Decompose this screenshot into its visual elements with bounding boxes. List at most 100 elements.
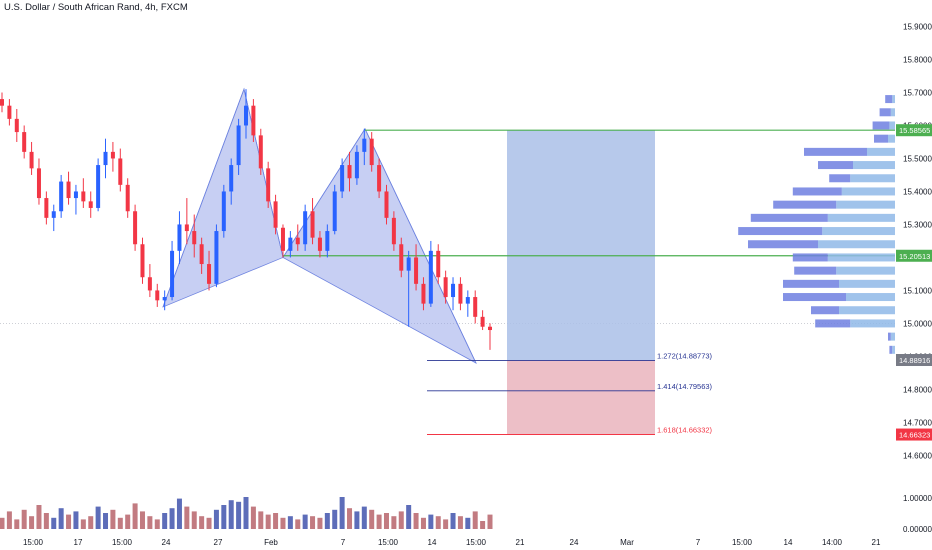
volume-bar [310, 516, 316, 529]
candle-body [36, 168, 41, 199]
volume-profile-bar [888, 134, 895, 143]
candle-body [280, 227, 285, 251]
volume-bar [206, 517, 212, 529]
volume-bar [376, 514, 382, 529]
candle-body [81, 191, 86, 202]
volume-profile-bar [792, 253, 828, 262]
volume-bar [465, 517, 471, 529]
volume-profile-bar [867, 147, 895, 156]
volume-bar [265, 514, 271, 529]
volume-profile-bar [829, 174, 851, 183]
volume-bar [391, 516, 397, 529]
x-tick-label: Feb [264, 538, 278, 547]
volume-profile-bar [850, 319, 895, 328]
volume-bar [295, 519, 301, 529]
volume-bar [51, 517, 57, 529]
volume-bar [103, 513, 109, 529]
y-tick-label: 15.30000 [903, 220, 932, 229]
volume-bar [162, 513, 168, 529]
candle-body [458, 283, 463, 304]
volume-bar [413, 513, 419, 529]
volume-profile-bar [818, 240, 895, 249]
volume-profile-bar [839, 306, 895, 315]
volume-bar [332, 509, 338, 529]
candle-body [59, 181, 64, 212]
y-tick-label: 15.90000 [903, 22, 932, 31]
volume-profile-bar [850, 174, 895, 183]
candle-body [391, 217, 396, 245]
volume-profile-bar [879, 108, 891, 117]
volume-bar [398, 511, 404, 529]
volume-profile-bar [827, 213, 895, 222]
candle-body [288, 237, 293, 251]
candle-body [118, 158, 123, 185]
x-tick-label: 15:00 [732, 538, 753, 547]
volume-bar [147, 516, 153, 529]
volume-bar [36, 505, 42, 529]
volume-profile-bar [890, 332, 895, 341]
candle-body [421, 283, 426, 304]
volume-profile-bar [783, 293, 846, 302]
volume-profile-bar [815, 319, 851, 328]
candle-body [488, 326, 492, 331]
volume-bar [428, 514, 434, 529]
candle-body [0, 99, 4, 106]
volume-bar [88, 516, 94, 529]
volume-bar [287, 516, 293, 529]
candle-body [88, 201, 93, 208]
fib-level-label: 1.272(14.88773) [657, 351, 713, 360]
price-tag: 15.58565 [896, 124, 932, 137]
volume-profile-bar [748, 240, 818, 249]
volume-bar [154, 519, 160, 529]
candle-body [325, 231, 330, 251]
volume-bar [43, 513, 49, 529]
candle-body [236, 125, 241, 166]
price-tag: 14.66323 [896, 428, 932, 441]
price-tag-box [896, 428, 932, 441]
volume-bar [369, 509, 375, 529]
candle-body [147, 277, 152, 291]
price-tag-box [896, 124, 932, 137]
candle-body [428, 250, 433, 304]
y-tick-label: 15.80000 [903, 55, 932, 64]
volume-bar [0, 517, 5, 529]
volume-profile-bar [841, 187, 895, 196]
volume-profile-bar [872, 121, 890, 130]
candle-body [310, 211, 315, 238]
candle-body [214, 231, 219, 284]
volume-bar [58, 508, 64, 529]
volume-bar [361, 506, 367, 529]
y-tick-label: 15.40000 [903, 187, 932, 196]
x-tick-label: 7 [696, 538, 701, 547]
candle-body [162, 297, 167, 301]
x-tick-label: 15:00 [112, 538, 133, 547]
volume-bar [117, 517, 123, 529]
price-tag-box [896, 249, 932, 262]
candle-body [266, 168, 271, 202]
volume-profile-bar [773, 200, 837, 209]
volume-bar [347, 508, 353, 529]
volume-profile-bar [888, 332, 891, 341]
x-tick-label: 15:00 [23, 538, 44, 547]
y-tick-label: 14.60000 [903, 451, 932, 460]
x-tick-label: 14 [428, 538, 437, 547]
candle-body [22, 132, 27, 152]
price-tag: 15.20513 [896, 249, 932, 262]
x-tick-label: 21 [516, 538, 525, 547]
volume-profile-bar [738, 227, 823, 236]
candle-body [399, 244, 404, 271]
price-tag-label: 14.66323 [899, 431, 930, 440]
volume-bar [302, 514, 308, 529]
candle-body [44, 198, 49, 218]
x-tick-label: 24 [570, 538, 579, 547]
y-tick-label: 14.70000 [903, 418, 932, 427]
price-tag: 14.88916 [896, 353, 932, 366]
candle-body [384, 191, 389, 218]
x-tick-label: 27 [214, 538, 223, 547]
candle-body [354, 151, 359, 179]
volume-bar [139, 511, 145, 529]
candle-body [273, 201, 278, 228]
x-tick-label: 15:00 [378, 538, 399, 547]
candle-body [140, 244, 145, 278]
